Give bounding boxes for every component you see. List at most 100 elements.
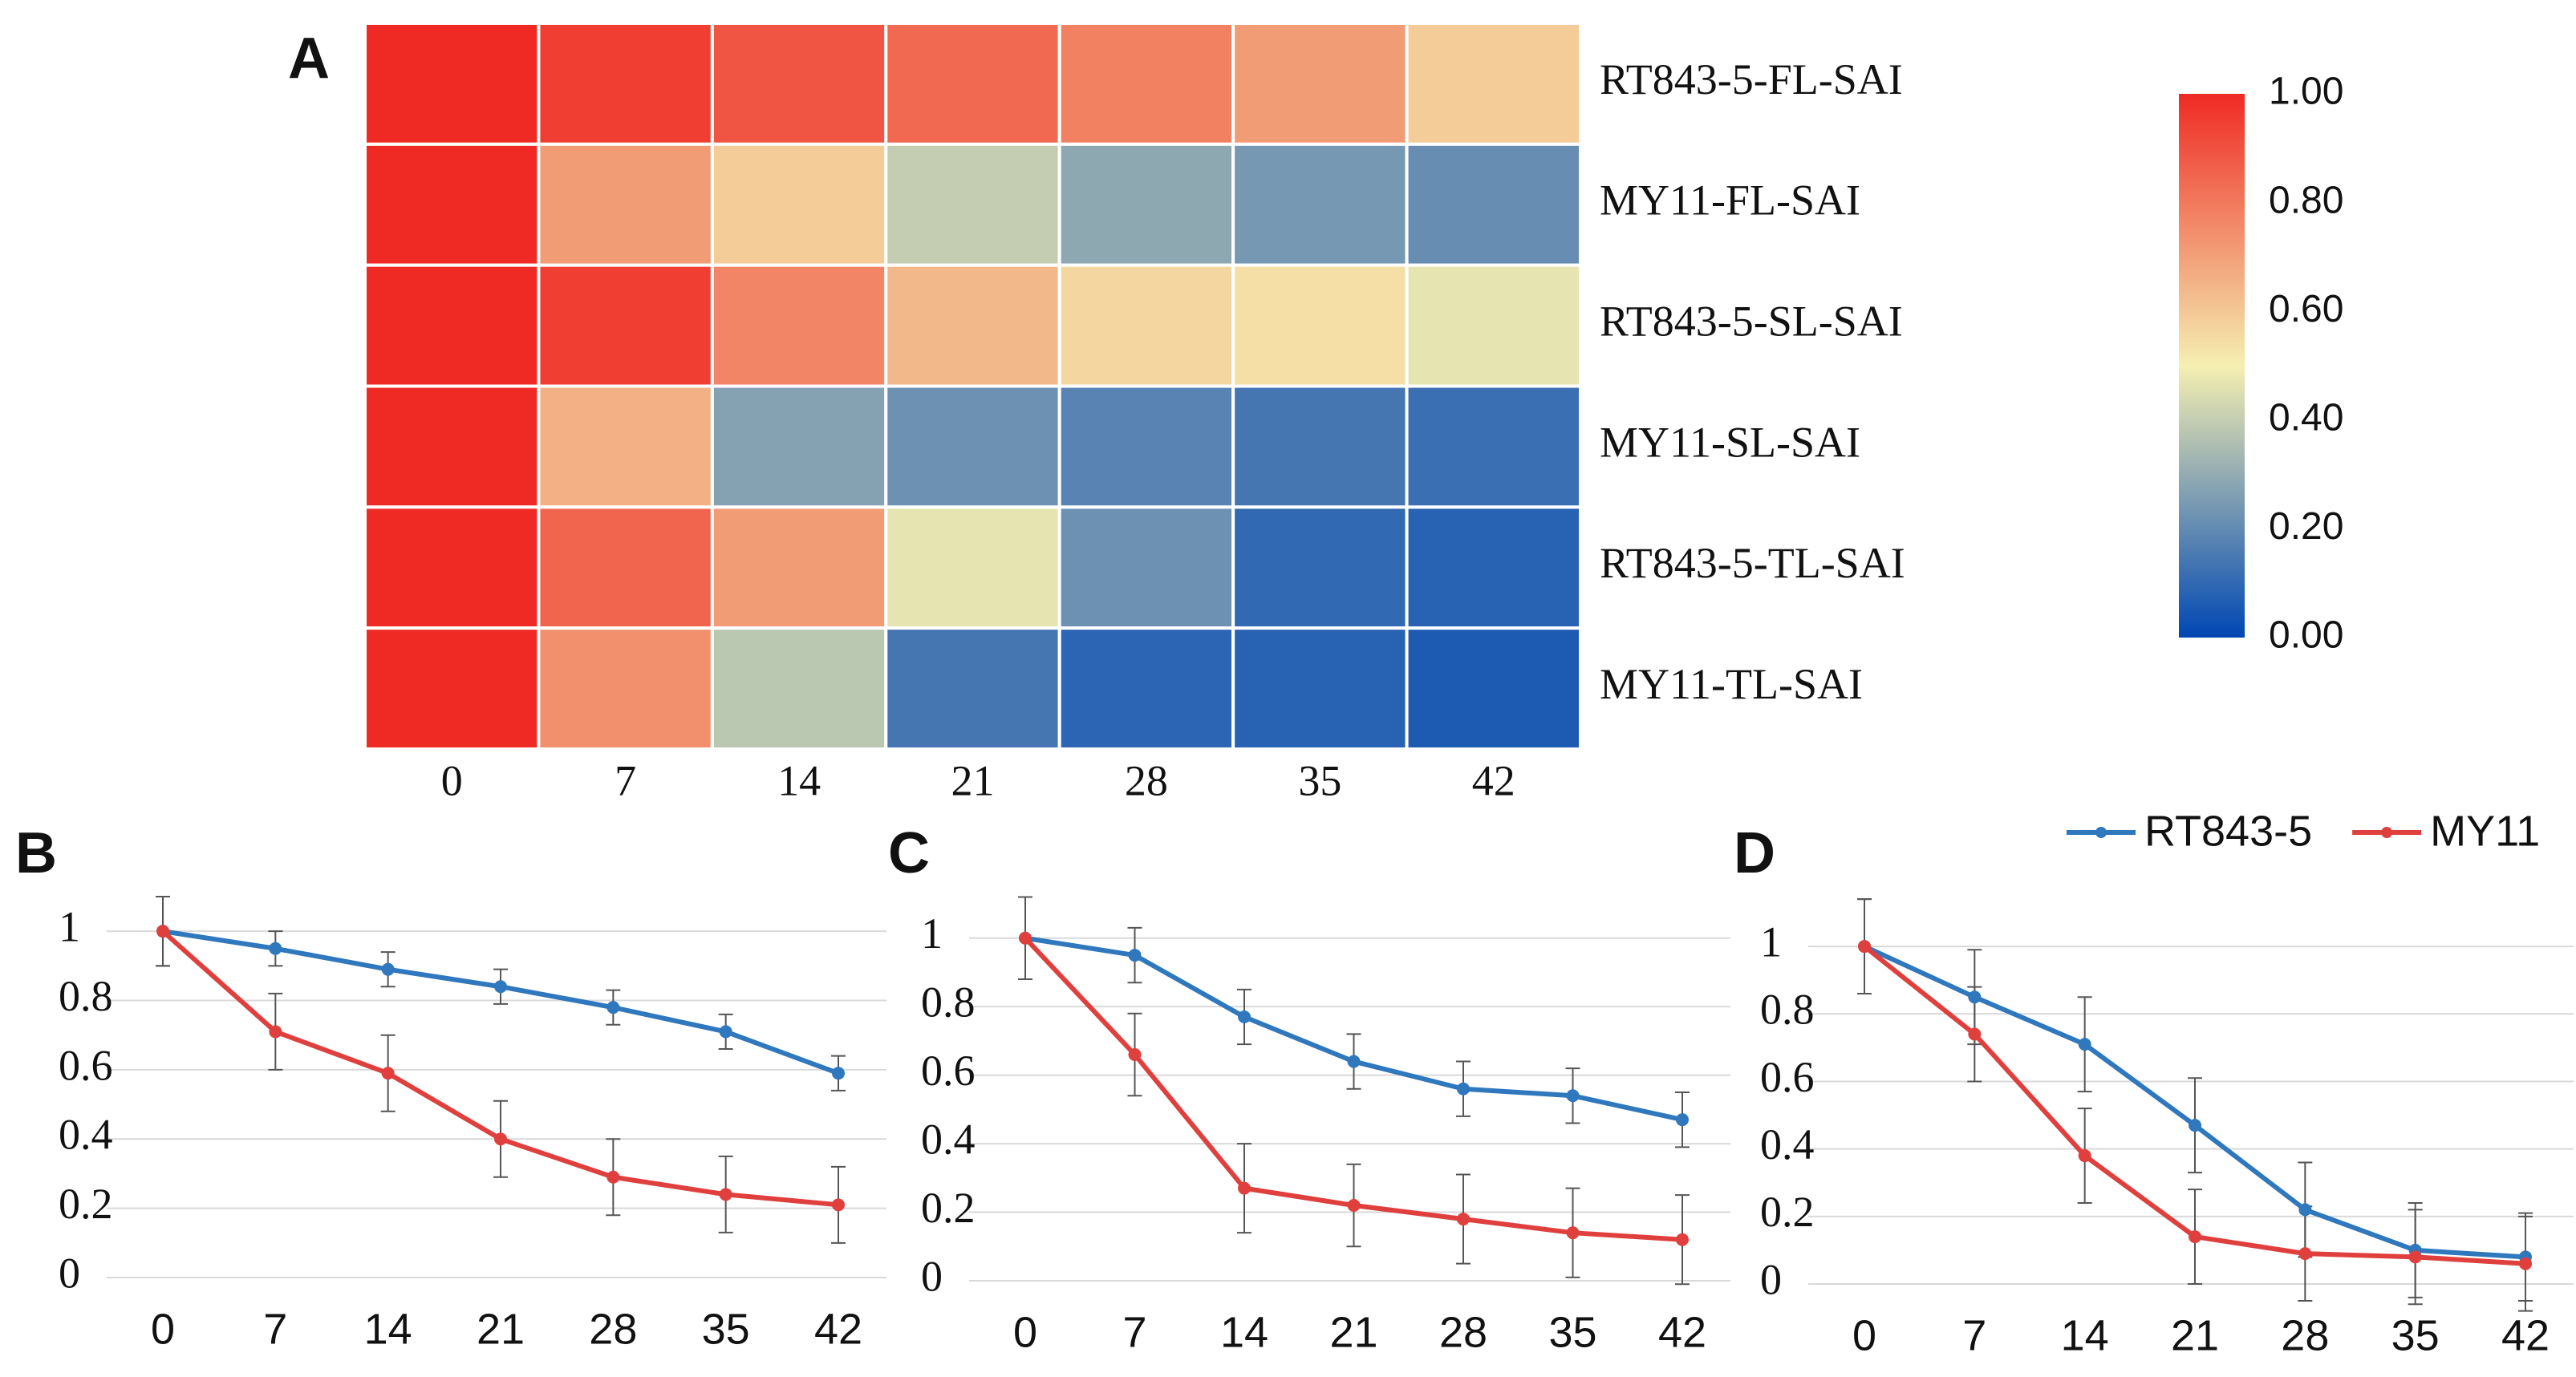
colorbar-tick-label: 0.60 (2269, 288, 2343, 330)
y-tick-label: 0.2 (1760, 1188, 1815, 1236)
heatmap-cell (1231, 384, 1409, 509)
point (2078, 1149, 2091, 1163)
heatmap-cell (1231, 22, 1409, 146)
x-tick-label: 0 (1852, 1311, 1876, 1359)
row-label: MY11-FL-SAI (1600, 176, 1860, 225)
y-tick-label: 1 (59, 903, 80, 951)
y-tick-label: 0 (921, 1252, 943, 1300)
x-tick-label: 7 (263, 1305, 287, 1353)
x-tick-label: 35 (1548, 1308, 1596, 1356)
point (2078, 1038, 2091, 1051)
point (381, 1067, 395, 1080)
panel-label: B (15, 821, 57, 885)
panel-label: A (288, 26, 330, 91)
point (1128, 949, 1142, 962)
heatmap-cell (1405, 263, 1582, 388)
point (1128, 1048, 1142, 1061)
y-tick-label: 0.6 (921, 1047, 976, 1095)
point (1457, 1213, 1470, 1226)
point (606, 1001, 620, 1015)
colorbar-tick-label: 0.20 (2269, 505, 2343, 548)
heatmap-cell (884, 626, 1061, 751)
heatmap-cell (537, 626, 714, 751)
colorbar-tick-label: 0.00 (2269, 614, 2343, 657)
heatmap-cell (1231, 142, 1409, 267)
panel-label: C (888, 821, 930, 885)
x-tick-label: 42 (1658, 1308, 1706, 1356)
heatmap-cell (363, 142, 541, 267)
row-label: RT843-5-SL-SAI (1600, 297, 1903, 345)
x-tick-label: 7 (1122, 1308, 1146, 1356)
x-tick-label: 28 (589, 1305, 637, 1353)
y-tick-label: 0.8 (1760, 986, 1815, 1034)
point (1019, 931, 1032, 945)
legend-marker (2381, 827, 2393, 838)
point (269, 1025, 282, 1039)
heatmap-cell (884, 22, 1061, 146)
colorbar-tick-label: 0.80 (2269, 179, 2343, 221)
point (494, 980, 507, 994)
y-tick-label: 0.8 (59, 972, 113, 1020)
colorbar-tick-label: 1.00 (2269, 71, 2343, 113)
heatmap-cell (1057, 505, 1235, 630)
heatmap-cell (1057, 384, 1235, 509)
column-label: 0 (441, 756, 463, 804)
column-label: 35 (1298, 756, 1341, 804)
heatmap-cell (710, 22, 888, 146)
x-tick-label: 14 (364, 1305, 412, 1353)
point (1347, 1199, 1361, 1212)
row-label: RT843-5-TL-SAI (1600, 539, 1905, 587)
heatmap-cell (537, 263, 714, 388)
heatmap-cell (1405, 142, 1582, 267)
point (2189, 1119, 2201, 1132)
x-tick-label: 42 (2501, 1311, 2550, 1359)
x-tick-label: 35 (2391, 1311, 2440, 1359)
column-label: 42 (1472, 756, 1515, 804)
x-tick-label: 0 (1013, 1308, 1037, 1356)
x-tick-label: 7 (1962, 1311, 1986, 1359)
heatmap-cell (363, 263, 541, 388)
colorbar (2179, 94, 2245, 638)
point (1238, 1181, 1251, 1195)
heatmap-cell (363, 384, 541, 509)
point (1676, 1233, 1689, 1246)
point (1968, 990, 1982, 1004)
x-tick-label: 21 (2171, 1311, 2219, 1359)
heatmap-cell (710, 384, 888, 509)
point (2408, 1250, 2422, 1264)
x-tick-label: 21 (477, 1305, 525, 1353)
y-tick-label: 0.2 (59, 1180, 113, 1228)
y-tick-label: 0.4 (1760, 1120, 1815, 1168)
heatmap-cell (884, 505, 1061, 630)
column-label: 7 (615, 756, 636, 804)
heatmap-cell (537, 384, 714, 509)
point (719, 1025, 732, 1039)
heatmap-cell (710, 626, 888, 751)
point (2298, 1247, 2312, 1261)
y-tick-label: 0.6 (59, 1041, 113, 1089)
point (1238, 1010, 1251, 1023)
point (606, 1170, 620, 1184)
heatmap-cell (1405, 505, 1582, 630)
heatmap-cell (1231, 626, 1409, 751)
x-tick-label: 42 (814, 1305, 862, 1353)
heatmap-cell (884, 263, 1061, 388)
legend-marker (2095, 827, 2107, 838)
heatmap-cell (1405, 22, 1582, 146)
x-tick-label: 21 (1329, 1308, 1377, 1356)
point (1858, 940, 1871, 954)
point (381, 962, 395, 976)
series-line (1024, 935, 1683, 1123)
column-label: 14 (777, 756, 821, 804)
point (2519, 1257, 2532, 1270)
point (2298, 1203, 2312, 1217)
point (2189, 1230, 2201, 1244)
legend-label: RT843-5 (2144, 807, 2312, 855)
point (1676, 1113, 1689, 1127)
heatmap-cell (710, 505, 888, 630)
x-tick-label: 35 (702, 1305, 750, 1353)
y-tick-label: 0.6 (1760, 1053, 1815, 1101)
point (1968, 1027, 1982, 1041)
x-tick-label: 14 (2061, 1311, 2109, 1359)
panel-label: D (1734, 821, 1775, 885)
